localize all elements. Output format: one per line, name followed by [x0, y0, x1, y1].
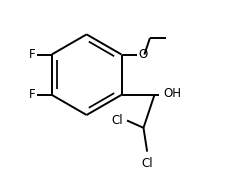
Text: O: O [137, 48, 147, 61]
Text: F: F [28, 88, 35, 101]
Text: Cl: Cl [141, 157, 152, 170]
Text: Cl: Cl [111, 114, 123, 127]
Text: OH: OH [163, 86, 181, 100]
Text: F: F [28, 48, 35, 61]
